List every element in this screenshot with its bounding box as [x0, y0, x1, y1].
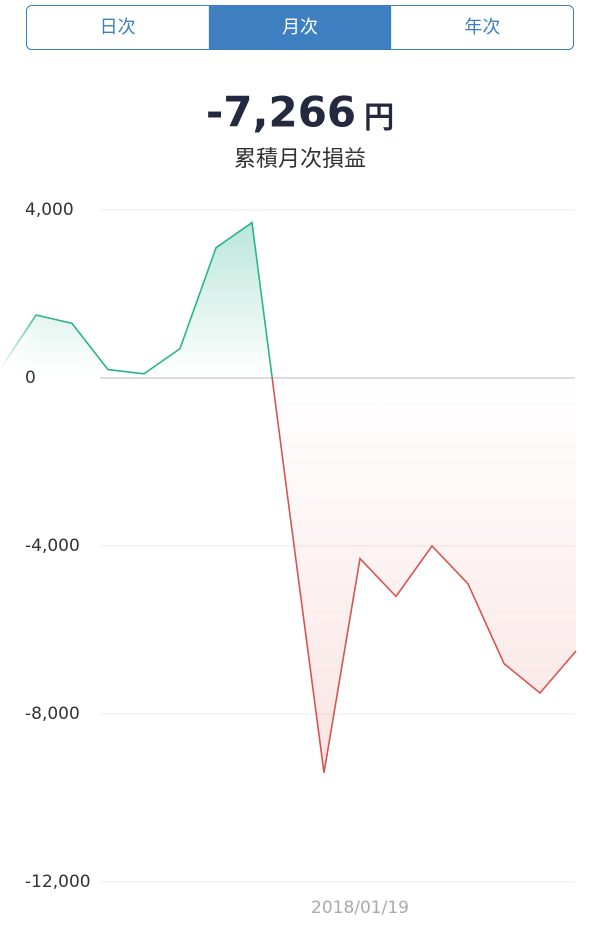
- y-tick-label: -12,000: [25, 872, 91, 892]
- tab[interactable]: 日次: [100, 17, 136, 38]
- tab-selected-bg: [208, 5, 392, 50]
- total-amount: -7,266: [206, 88, 356, 137]
- tab[interactable]: 年次: [464, 17, 500, 38]
- y-tick-label: 4,000: [25, 200, 74, 220]
- line-positive: [0, 221, 273, 378]
- total-label: 累積月次損益: [234, 147, 366, 172]
- total-unit: 円: [364, 101, 394, 136]
- area-negative: [0, 378, 576, 773]
- series: [0, 221, 577, 773]
- y-tick-label: -8,000: [25, 704, 80, 724]
- tab[interactable]: 月次: [282, 17, 318, 38]
- line-negative: [271, 378, 577, 773]
- x-tick-label: 2018/01/19: [311, 898, 409, 918]
- area-positive: [0, 222, 576, 378]
- y-tick-label: -4,000: [25, 536, 80, 556]
